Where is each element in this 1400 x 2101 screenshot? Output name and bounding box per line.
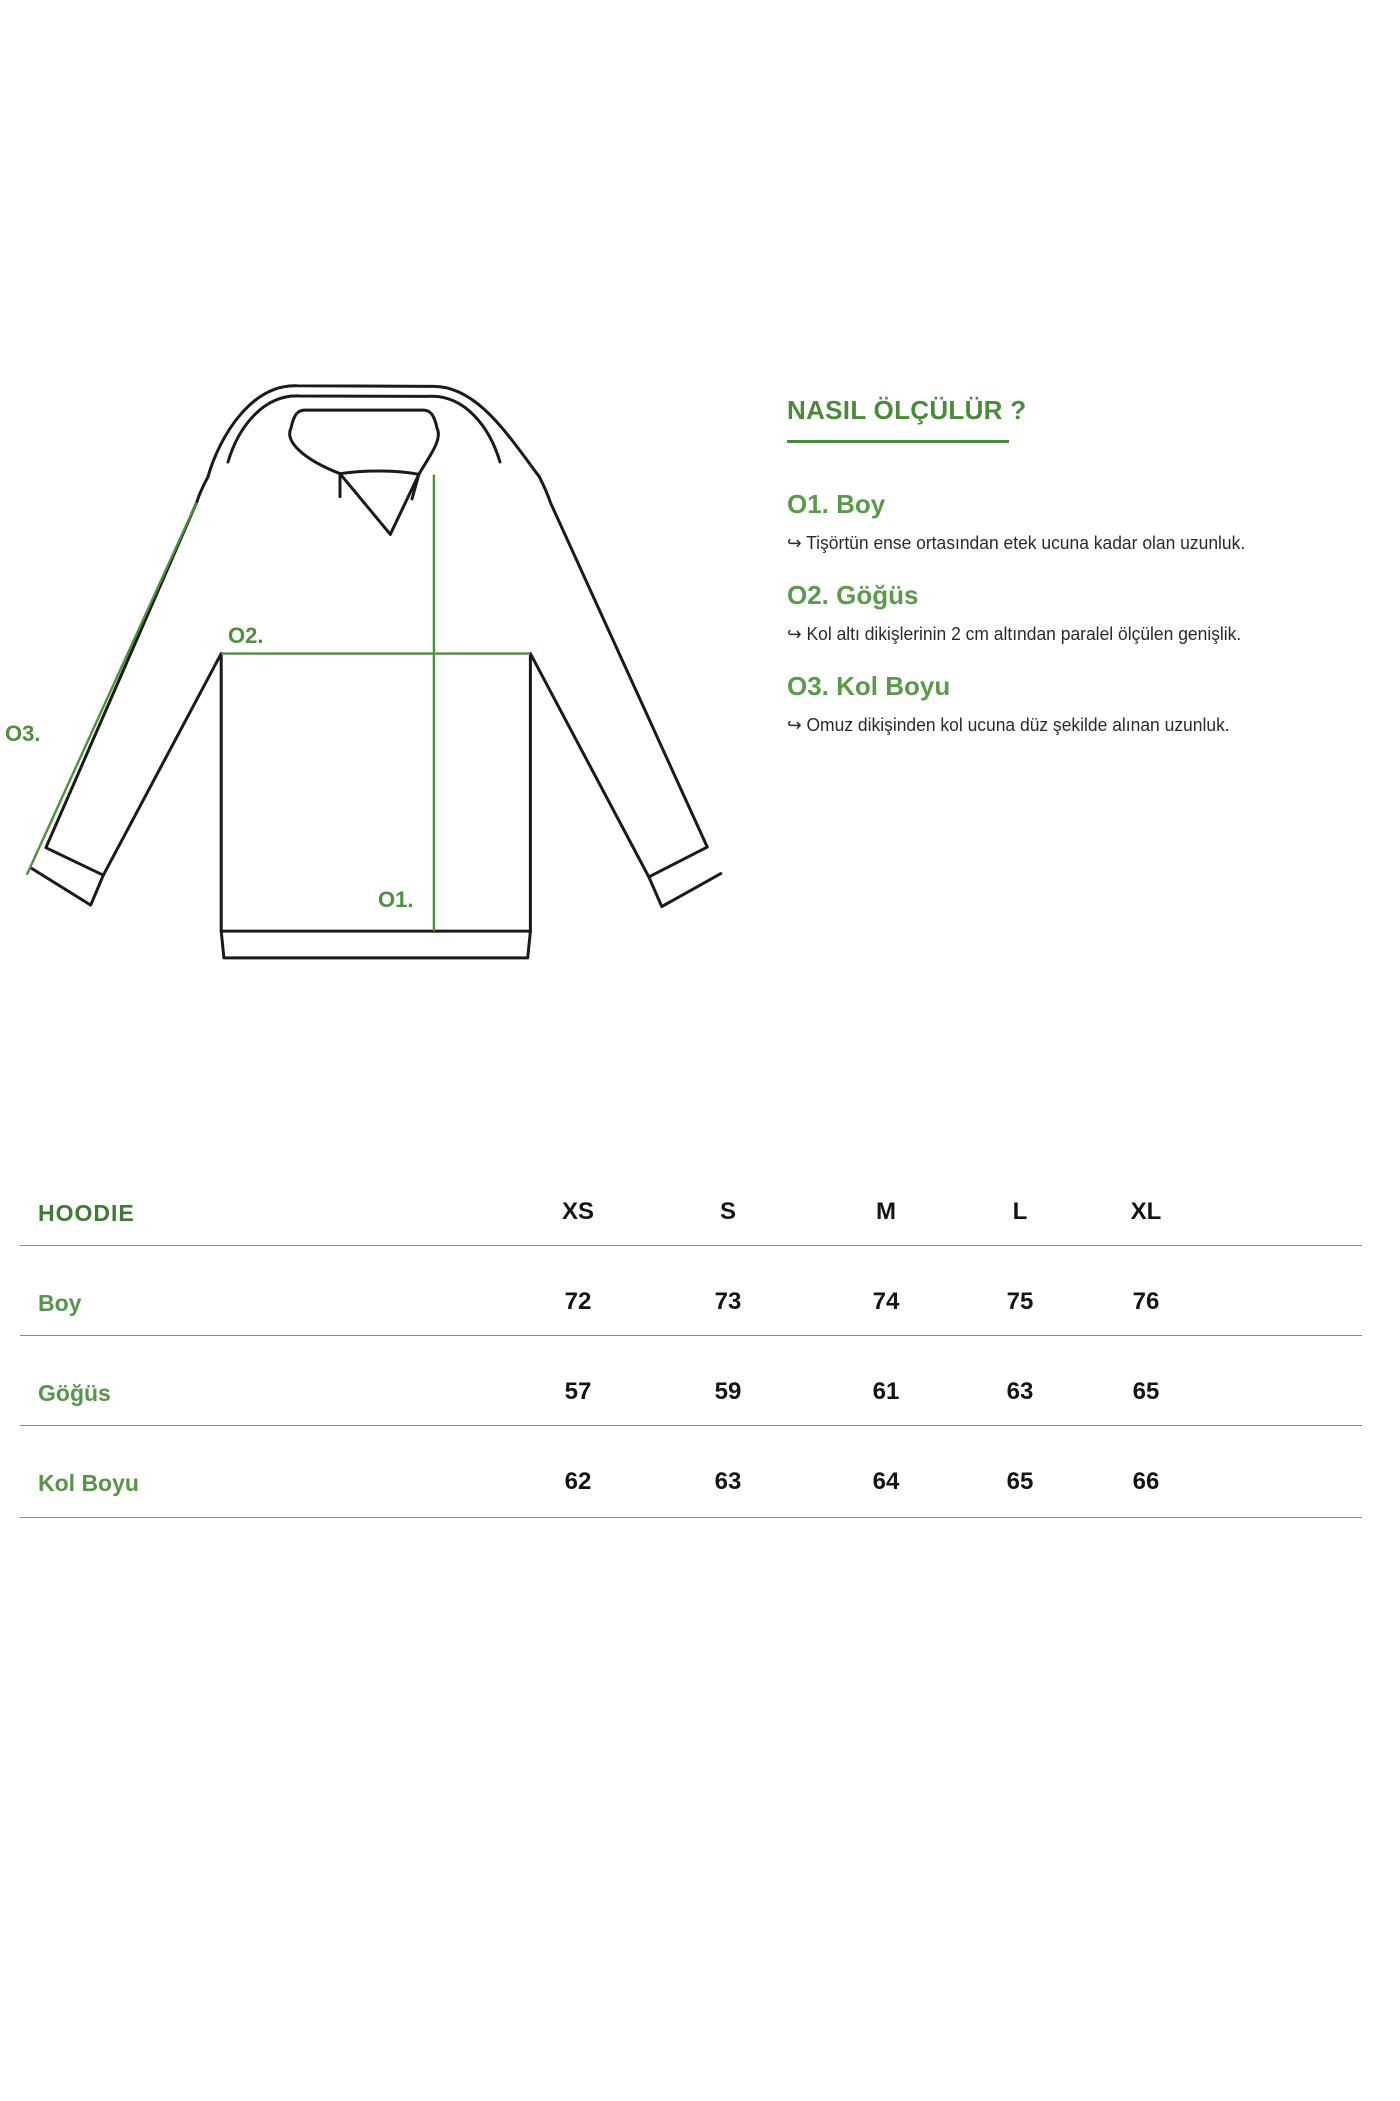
svg-text:O2.: O2. bbox=[228, 623, 263, 648]
svg-text:O3.: O3. bbox=[5, 721, 40, 746]
svg-text:O1.: O1. bbox=[378, 887, 413, 912]
